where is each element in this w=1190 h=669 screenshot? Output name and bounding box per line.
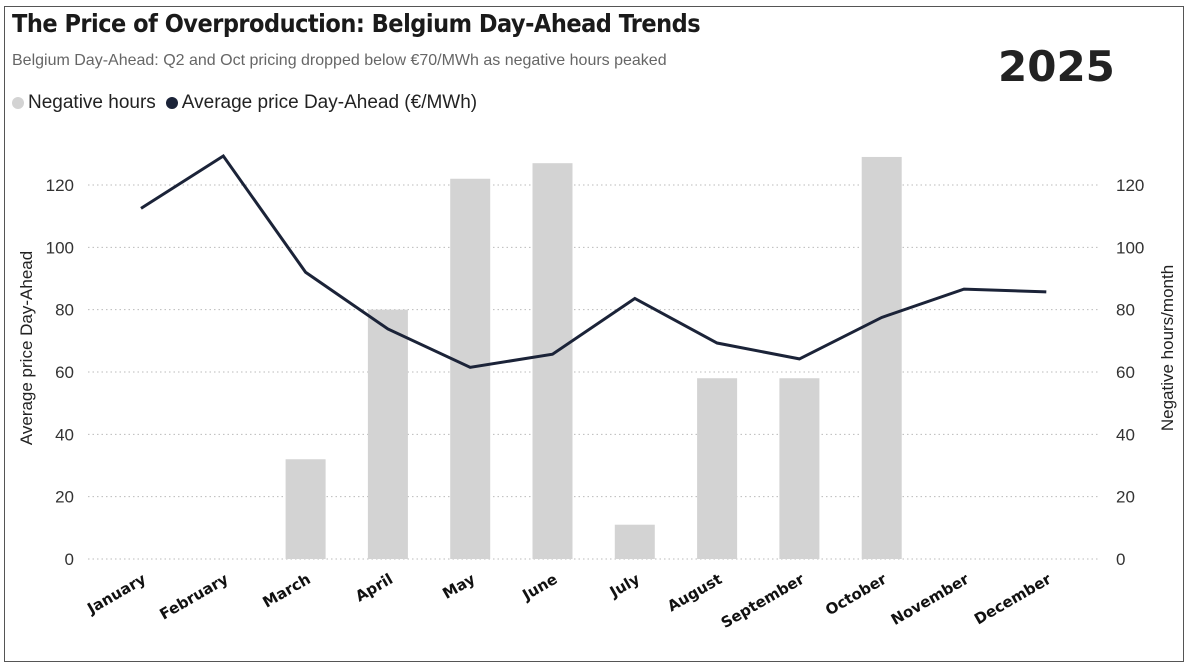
x-tick-label: November bbox=[888, 570, 973, 629]
y2-tick-label: 0 bbox=[1116, 550, 1125, 569]
y2-tick-label: 20 bbox=[1116, 488, 1135, 507]
bar-negative-hours bbox=[779, 378, 820, 559]
y2-tick-label: 60 bbox=[1116, 363, 1135, 382]
x-tick-label: May bbox=[439, 570, 478, 603]
bar-negative-hours bbox=[614, 524, 655, 559]
chart-title: The Price of Overproduction: Belgium Day… bbox=[12, 9, 701, 38]
x-tick-label: October bbox=[822, 570, 890, 620]
y2-tick-label: 40 bbox=[1116, 425, 1135, 444]
x-tick-label: August bbox=[664, 570, 725, 615]
x-tick-label: July bbox=[606, 570, 643, 602]
legend: Negative hours Average price Day-Ahead (… bbox=[12, 92, 487, 114]
legend-marker-icon bbox=[165, 97, 178, 109]
year-label: 2025 bbox=[998, 42, 1115, 91]
x-tick-label: March bbox=[260, 570, 314, 612]
x-tick-label: January bbox=[83, 570, 149, 618]
legend-item-negative-hours[interactable]: Negative hours bbox=[12, 92, 156, 114]
legend-item-average-price[interactable]: Average price Day-Ahead (€/MWh) bbox=[165, 92, 478, 114]
x-tick-label: June bbox=[518, 570, 560, 605]
chart-subtitle: Belgium Day-Ahead: Q2 and Oct pricing dr… bbox=[12, 52, 667, 69]
chart-frame bbox=[4, 6, 1184, 662]
x-tick-label: April bbox=[352, 570, 396, 606]
line-average-price bbox=[140, 153, 1047, 369]
y-tick-label: 40 bbox=[55, 425, 74, 444]
y-tick-label: 100 bbox=[46, 238, 74, 257]
bar-negative-hours bbox=[697, 378, 738, 559]
legend-marker-icon bbox=[12, 97, 24, 109]
y-tick-label: 80 bbox=[55, 301, 74, 320]
bar-negative-hours bbox=[861, 156, 902, 559]
y-tick-label: 120 bbox=[46, 176, 74, 195]
x-tick-label: December bbox=[971, 570, 1055, 629]
bar-negative-hours bbox=[532, 163, 573, 559]
y2-tick-label: 80 bbox=[1116, 301, 1135, 320]
y-axis-title: Average price Day-Ahead bbox=[17, 251, 36, 445]
bar-negative-hours bbox=[450, 178, 491, 559]
y2-tick-label: 120 bbox=[1116, 176, 1144, 195]
y-tick-label: 20 bbox=[55, 488, 74, 507]
legend-label: Average price Day-Ahead (€/MWh) bbox=[181, 92, 478, 113]
bar-negative-hours bbox=[285, 459, 326, 559]
y-tick-label: 0 bbox=[65, 550, 74, 569]
y-tick-label: 60 bbox=[55, 363, 74, 382]
x-tick-label: September bbox=[718, 570, 808, 632]
y2-axis-title: Negative hours/month bbox=[1158, 265, 1177, 431]
y2-tick-label: 100 bbox=[1116, 238, 1144, 257]
x-tick-label: February bbox=[157, 570, 232, 624]
bar-negative-hours bbox=[367, 309, 408, 559]
legend-label: Negative hours bbox=[28, 92, 156, 113]
